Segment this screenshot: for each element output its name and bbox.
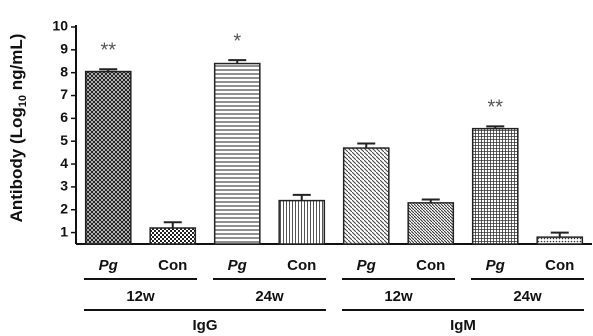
y-tick-label: 8 (60, 63, 68, 79)
y-tick-label: 2 (60, 200, 68, 216)
y-tick-label: 3 (60, 178, 68, 194)
x-tick-label: Con (545, 257, 574, 274)
x-tick-label: Con (158, 257, 187, 274)
group-label: IgG (193, 317, 218, 334)
error-bar (99, 68, 118, 72)
y-tick-label: 10 (52, 18, 68, 34)
x-tick-label: Con (287, 257, 316, 274)
x-tick-label: Pg (99, 257, 118, 274)
subgroup-label: 24w (513, 288, 542, 305)
y-tick-label: 9 (60, 41, 68, 57)
error-bar (550, 231, 569, 238)
bar (278, 199, 326, 245)
error-bar (292, 193, 311, 201)
y-tick-label: 5 (60, 132, 68, 148)
x-tick-label: Pg (357, 257, 376, 274)
bar (536, 236, 584, 245)
x-tick-label: Pg (228, 257, 247, 274)
y-tick-label: 6 (60, 109, 68, 125)
annotation: ** (100, 40, 116, 62)
y-axis-label: Antibody (Log10 ng/mL) (7, 34, 28, 223)
error-bar (163, 221, 182, 229)
bar (149, 227, 197, 245)
error-bar (228, 59, 247, 64)
error-bar (357, 142, 376, 149)
subgroup-label: 12w (126, 288, 155, 305)
annotation: ** (487, 97, 503, 119)
error-bar (486, 125, 505, 129)
annotation: * (233, 30, 241, 52)
bar (471, 127, 519, 245)
group-label: IgM (450, 317, 476, 334)
bar (407, 202, 455, 245)
subgroup-label: 24w (255, 288, 284, 305)
subgroup-label: 12w (384, 288, 413, 305)
error-bar (421, 198, 440, 203)
x-tick-label: Pg (486, 257, 505, 274)
bar (342, 147, 390, 245)
x-tick-label: Con (416, 257, 445, 274)
y-tick-label: 1 (60, 223, 68, 239)
y-tick-label: 4 (60, 155, 68, 171)
y-tick-label: 7 (60, 86, 68, 102)
bar (213, 62, 261, 245)
bar (84, 70, 132, 245)
